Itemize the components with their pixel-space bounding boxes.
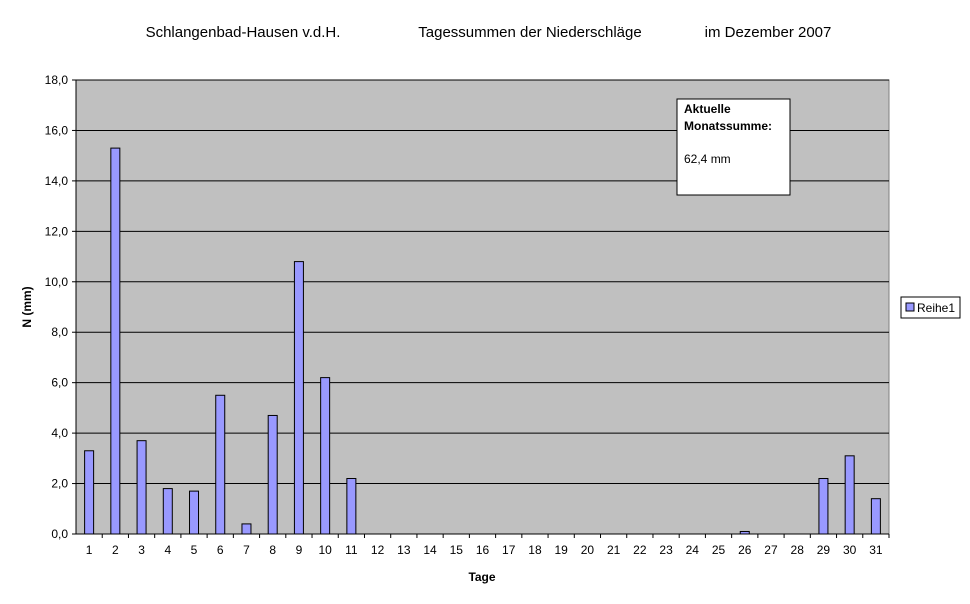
bar (241, 523, 252, 535)
bar (870, 498, 881, 535)
x-axis-title: Tage (468, 570, 495, 584)
monthly-sum-box (676, 98, 791, 196)
bar (844, 455, 855, 535)
x-tick-label: 17 (502, 543, 516, 557)
y-tick-label: 6,0 (51, 376, 68, 390)
bar (215, 394, 226, 535)
x-tick-label: 18 (528, 543, 542, 557)
x-tick-label: 25 (712, 543, 726, 557)
x-tick-label: 15 (450, 543, 464, 557)
bar (162, 488, 173, 535)
x-tick-label: 30 (843, 543, 857, 557)
monthly-sum-label-line2: Monatssumme: (684, 119, 772, 133)
bar (189, 490, 200, 535)
x-tick-label: 27 (764, 543, 778, 557)
monthly-sum-value: 62,4 mm (684, 152, 731, 166)
x-tick-label: 20 (581, 543, 595, 557)
x-tick-label: 1 (86, 543, 93, 557)
y-tick-label: 4,0 (51, 426, 68, 440)
y-tick-label: 0,0 (51, 527, 68, 541)
x-tick-label: 13 (397, 543, 411, 557)
bar (818, 478, 829, 535)
x-tick-label: 21 (607, 543, 621, 557)
x-tick-label: 6 (217, 543, 224, 557)
y-tick-label: 2,0 (51, 477, 68, 491)
x-tick-label: 4 (164, 543, 171, 557)
x-tick-label: 26 (738, 543, 752, 557)
x-tick-label: 24 (686, 543, 700, 557)
x-tick-label: 9 (296, 543, 303, 557)
x-tick-label: 23 (659, 543, 673, 557)
x-tick-label: 11 (345, 543, 358, 557)
y-axis-ticks: 0,0 2,0 4,0 6,0 8,0 10,0 12,0 14,0 16,0 18,0 (45, 73, 76, 541)
legend-label-reihe1: Reihe1 (917, 301, 955, 315)
y-tick-label: 12,0 (45, 224, 69, 238)
chart-title-location: Schlangenbad-Hausen v.d.H. (146, 24, 341, 41)
x-tick-label: 7 (243, 543, 250, 557)
bar (84, 450, 95, 535)
chart-title-period: im Dezember 2007 (705, 24, 832, 41)
x-axis-ticks: 1 2 3 4 5 6 7 8 9 10 11 12 13 14 15 16 17 18 19 20 21 22 23 24 2… (86, 534, 890, 557)
x-tick-label: 12 (371, 543, 385, 557)
bar (320, 377, 331, 535)
legend-swatch-reihe1 (905, 302, 915, 312)
x-tick-label: 5 (191, 543, 198, 557)
y-tick-label: 14,0 (45, 174, 69, 188)
x-tick-label: 31 (869, 543, 883, 557)
monthly-sum-label-line1: Aktuelle (684, 102, 731, 116)
x-tick-label: 2 (112, 543, 119, 557)
y-tick-label: 18,0 (45, 73, 69, 87)
y-tick-label: 16,0 (45, 123, 69, 137)
bar (293, 261, 304, 535)
x-tick-label: 10 (318, 543, 332, 557)
x-tick-label: 14 (423, 543, 437, 557)
x-tick-label: 3 (138, 543, 145, 557)
x-tick-label: 8 (269, 543, 276, 557)
chart-title-main: Tagessummen der Niederschläge (418, 24, 641, 41)
y-tick-label: 8,0 (51, 325, 68, 339)
y-tick-label: 10,0 (45, 275, 69, 289)
x-tick-label: 28 (791, 543, 805, 557)
legend-box (900, 296, 961, 319)
x-tick-label: 19 (554, 543, 568, 557)
x-tick-label: 16 (476, 543, 490, 557)
bar-series-reihe1 (84, 147, 881, 535)
bar (267, 414, 278, 535)
x-tick-label: 29 (817, 543, 831, 557)
bar (136, 440, 147, 535)
bar (110, 147, 121, 535)
bar (346, 478, 357, 535)
x-tick-label: 22 (633, 543, 647, 557)
y-axis-title: N (mm) (20, 286, 34, 327)
